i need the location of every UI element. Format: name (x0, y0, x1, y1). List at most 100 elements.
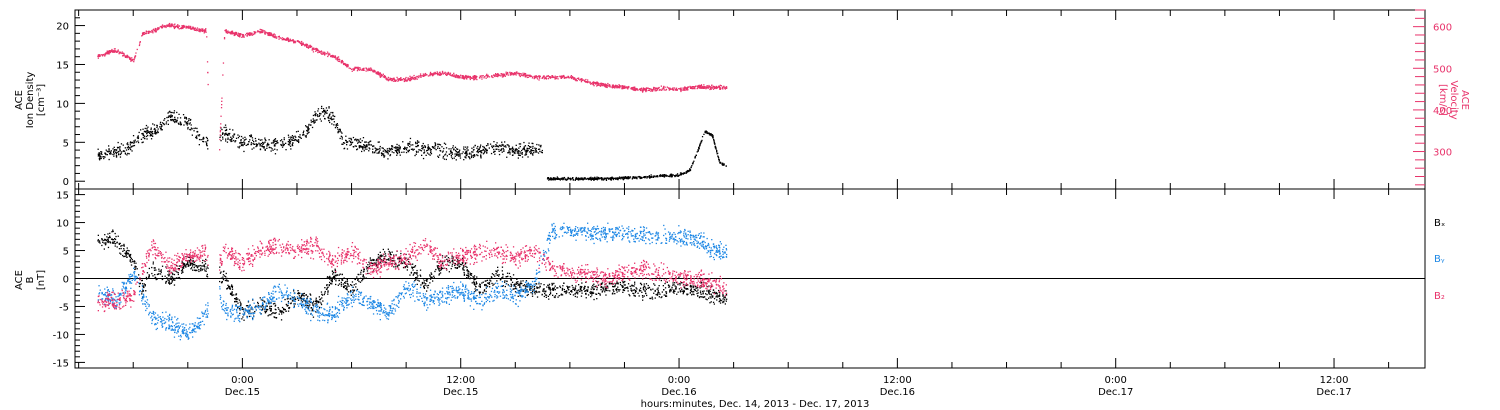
data-point (532, 149, 534, 152)
data-point (324, 290, 326, 293)
data-point (538, 75, 540, 78)
data-point (165, 281, 167, 283)
data-point (530, 152, 532, 155)
data-point (696, 292, 698, 295)
data-point (410, 263, 412, 266)
data-point (345, 63, 347, 65)
data-point (254, 31, 256, 34)
data-point (644, 88, 647, 90)
data-point (414, 279, 416, 282)
data-point (525, 154, 527, 156)
data-point (427, 146, 429, 149)
data-point (543, 291, 545, 293)
data-point (288, 141, 291, 143)
data-point (127, 145, 130, 148)
data-point (109, 241, 111, 243)
data-point (423, 286, 425, 289)
data-point (433, 277, 435, 279)
data-point (670, 290, 672, 292)
data-point (222, 74, 224, 76)
data-point (494, 74, 496, 76)
data-point (415, 142, 417, 145)
data-point (589, 81, 591, 83)
data-point (346, 66, 348, 68)
data-point (234, 33, 236, 35)
data-point (607, 177, 609, 179)
data-point (293, 42, 295, 44)
data-point (219, 129, 222, 132)
data-point (292, 137, 294, 139)
data-point (364, 141, 366, 143)
data-point (247, 301, 250, 303)
data-point (448, 264, 450, 267)
data-point (310, 307, 312, 309)
data-point (451, 260, 453, 263)
data-point (345, 135, 347, 137)
data-point (524, 74, 526, 76)
data-point (518, 143, 520, 145)
data-point (541, 149, 543, 152)
data-point (185, 266, 187, 268)
data-point (179, 123, 181, 125)
data-point (692, 286, 694, 289)
data-point (387, 153, 389, 155)
data-point (681, 173, 683, 175)
data-point (536, 287, 538, 289)
data-point (312, 49, 314, 51)
data-point (647, 87, 649, 89)
data-point (198, 265, 200, 267)
data-point (133, 141, 136, 143)
data-point (255, 31, 257, 34)
data-point (651, 90, 654, 92)
data-point (713, 140, 715, 142)
data-point (675, 88, 677, 91)
data-point (168, 280, 170, 282)
data-point (409, 146, 411, 148)
data-point (393, 266, 395, 268)
data-point (152, 135, 154, 137)
data-point (715, 148, 717, 150)
data-point (297, 40, 299, 42)
data-point (466, 148, 468, 150)
data-point (130, 253, 132, 256)
data-point (587, 79, 589, 81)
data-point (621, 88, 623, 90)
data-point (680, 172, 682, 174)
data-point (543, 288, 545, 290)
data-point (173, 27, 176, 30)
data-point (207, 267, 209, 269)
data-point (432, 73, 434, 75)
data-point (417, 144, 419, 147)
data-point (157, 130, 159, 132)
data-point (241, 34, 243, 36)
data-point (720, 85, 722, 87)
data-point (556, 76, 558, 78)
data-point (523, 74, 525, 76)
data-point (608, 178, 610, 180)
data-point (429, 274, 431, 276)
data-point (531, 77, 534, 79)
data-point (413, 266, 415, 268)
data-point (189, 261, 191, 263)
data-point (173, 110, 176, 112)
data-point (312, 118, 314, 120)
data-point (335, 280, 337, 282)
data-point (152, 263, 154, 265)
data-point (387, 76, 389, 79)
data-point (614, 177, 616, 179)
data-point (521, 282, 523, 285)
data-point (709, 296, 711, 298)
data-point (701, 136, 704, 138)
data-point (259, 28, 261, 31)
data-point (161, 278, 163, 281)
data-point (649, 176, 651, 178)
data-point (519, 286, 521, 288)
data-point (664, 86, 666, 88)
data-point (579, 179, 581, 181)
data-point (230, 136, 232, 138)
data-point (699, 144, 701, 146)
data-point (378, 152, 380, 154)
data-point (636, 176, 638, 178)
data-point (317, 108, 320, 110)
data-point (177, 122, 180, 124)
